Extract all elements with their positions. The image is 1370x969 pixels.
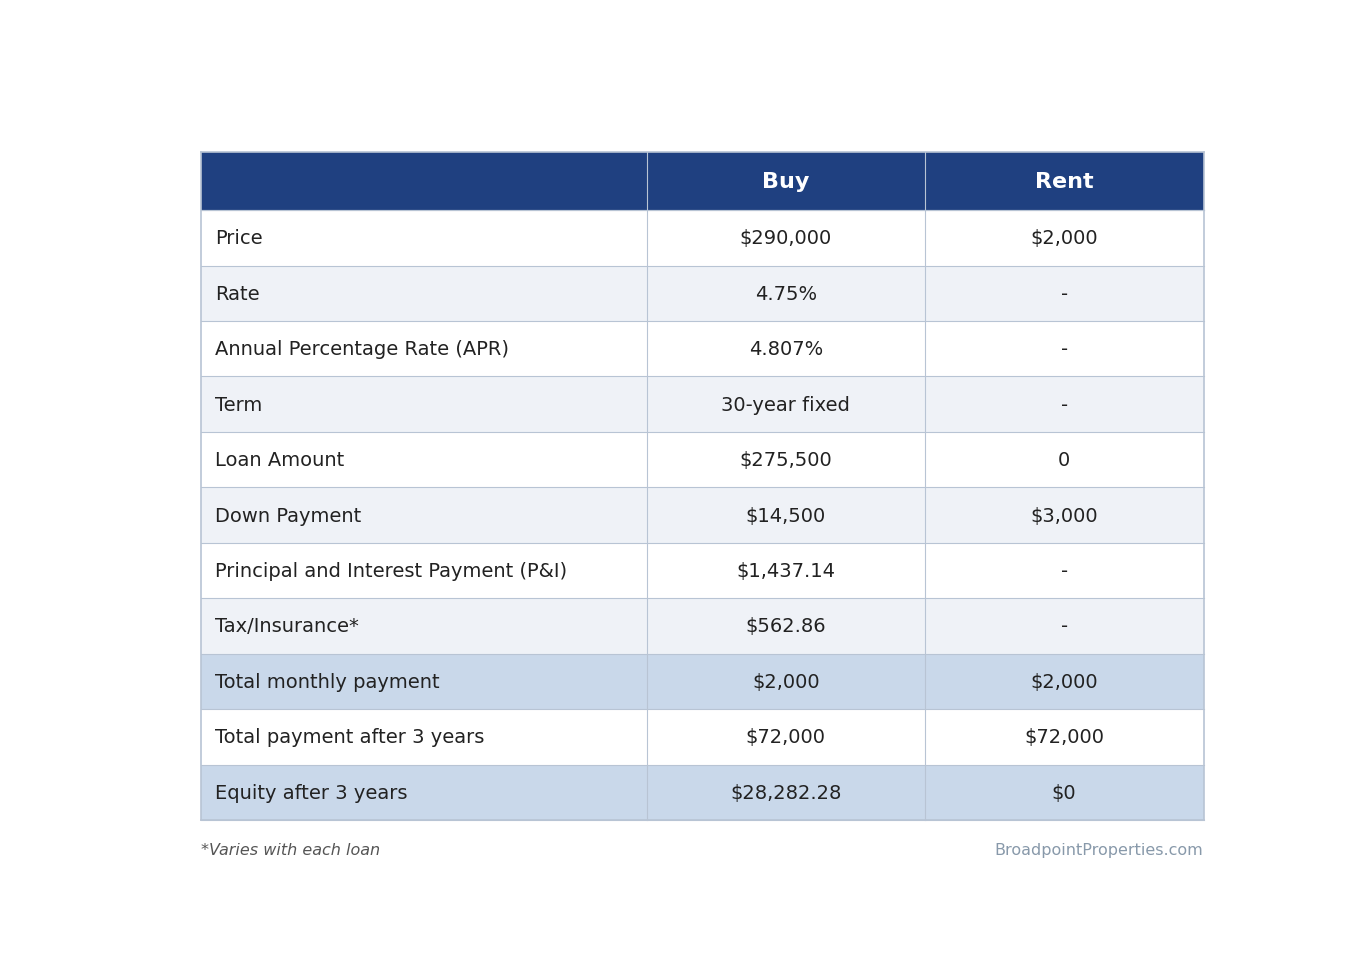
Bar bbox=[200, 599, 647, 654]
Text: 30-year fixed: 30-year fixed bbox=[722, 395, 851, 414]
Bar bbox=[925, 266, 1204, 322]
Bar bbox=[200, 544, 647, 599]
Text: Principal and Interest Payment (P&I): Principal and Interest Payment (P&I) bbox=[215, 561, 567, 580]
Text: $275,500: $275,500 bbox=[740, 451, 832, 470]
Text: $290,000: $290,000 bbox=[740, 229, 832, 248]
Text: 0: 0 bbox=[1058, 451, 1070, 470]
Text: Annual Percentage Rate (APR): Annual Percentage Rate (APR) bbox=[215, 340, 508, 359]
Text: $2,000: $2,000 bbox=[1030, 229, 1097, 248]
Bar bbox=[200, 211, 647, 266]
Bar bbox=[647, 377, 925, 432]
Bar bbox=[925, 153, 1204, 211]
Text: $562.86: $562.86 bbox=[745, 617, 826, 636]
Text: Down Payment: Down Payment bbox=[215, 506, 360, 525]
Bar bbox=[647, 709, 925, 765]
Bar bbox=[647, 654, 925, 709]
Bar bbox=[925, 322, 1204, 377]
Bar bbox=[925, 544, 1204, 599]
Bar bbox=[925, 709, 1204, 765]
Text: $0: $0 bbox=[1052, 783, 1077, 802]
Text: 4.75%: 4.75% bbox=[755, 285, 817, 303]
Text: $2,000: $2,000 bbox=[1030, 672, 1097, 691]
Bar bbox=[647, 153, 925, 211]
Bar bbox=[647, 266, 925, 322]
Text: -: - bbox=[1060, 395, 1067, 414]
Text: -: - bbox=[1060, 285, 1067, 303]
Bar bbox=[647, 322, 925, 377]
Text: Term: Term bbox=[215, 395, 262, 414]
Bar bbox=[925, 211, 1204, 266]
Bar bbox=[925, 487, 1204, 544]
Text: Equity after 3 years: Equity after 3 years bbox=[215, 783, 407, 802]
Text: Rate: Rate bbox=[215, 285, 259, 303]
Bar bbox=[647, 599, 925, 654]
Text: $14,500: $14,500 bbox=[745, 506, 826, 525]
Text: Total payment after 3 years: Total payment after 3 years bbox=[215, 728, 484, 746]
Bar bbox=[200, 153, 647, 211]
Text: $72,000: $72,000 bbox=[1025, 728, 1104, 746]
Bar bbox=[647, 211, 925, 266]
Bar bbox=[647, 487, 925, 544]
Bar bbox=[925, 654, 1204, 709]
Bar bbox=[925, 432, 1204, 487]
Text: $2,000: $2,000 bbox=[752, 672, 819, 691]
Text: Total monthly payment: Total monthly payment bbox=[215, 672, 440, 691]
Bar bbox=[647, 765, 925, 820]
Bar bbox=[200, 487, 647, 544]
Bar bbox=[200, 266, 647, 322]
Bar bbox=[200, 432, 647, 487]
Text: $72,000: $72,000 bbox=[745, 728, 826, 746]
Bar bbox=[925, 765, 1204, 820]
Text: 4.807%: 4.807% bbox=[749, 340, 823, 359]
Text: *Varies with each loan: *Varies with each loan bbox=[200, 842, 379, 857]
Bar bbox=[200, 654, 647, 709]
Bar bbox=[925, 377, 1204, 432]
Text: $3,000: $3,000 bbox=[1030, 506, 1097, 525]
Text: BroadpointProperties.com: BroadpointProperties.com bbox=[995, 842, 1204, 857]
Bar bbox=[200, 709, 647, 765]
Bar bbox=[925, 599, 1204, 654]
Text: $1,437.14: $1,437.14 bbox=[736, 561, 836, 580]
Text: $28,282.28: $28,282.28 bbox=[730, 783, 841, 802]
Text: Rent: Rent bbox=[1034, 172, 1093, 192]
Bar bbox=[647, 544, 925, 599]
Bar bbox=[200, 377, 647, 432]
Text: Tax/Insurance*: Tax/Insurance* bbox=[215, 617, 359, 636]
Text: -: - bbox=[1060, 340, 1067, 359]
Bar bbox=[647, 432, 925, 487]
Text: Loan Amount: Loan Amount bbox=[215, 451, 344, 470]
Bar bbox=[200, 322, 647, 377]
Text: -: - bbox=[1060, 561, 1067, 580]
Text: Buy: Buy bbox=[762, 172, 810, 192]
Text: Price: Price bbox=[215, 229, 262, 248]
Bar bbox=[200, 765, 647, 820]
Text: -: - bbox=[1060, 617, 1067, 636]
